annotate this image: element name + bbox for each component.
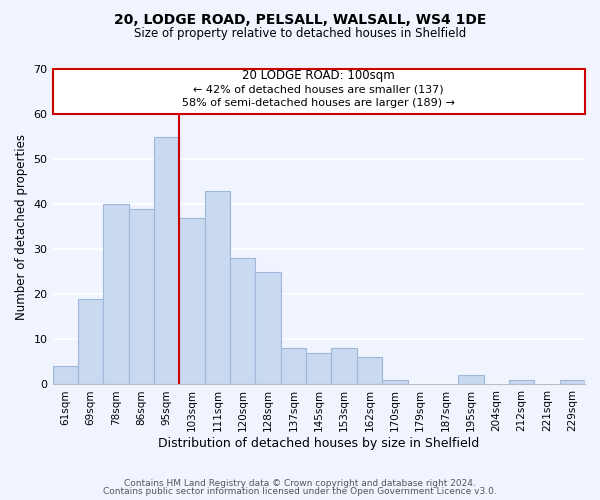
Text: 20 LODGE ROAD: 100sqm: 20 LODGE ROAD: 100sqm — [242, 70, 395, 82]
Text: Size of property relative to detached houses in Shelfield: Size of property relative to detached ho… — [134, 28, 466, 40]
Bar — [357, 358, 382, 384]
Bar — [458, 376, 484, 384]
Bar — [331, 348, 357, 384]
Bar — [128, 208, 154, 384]
Bar — [256, 272, 281, 384]
Bar — [205, 190, 230, 384]
Y-axis label: Number of detached properties: Number of detached properties — [15, 134, 28, 320]
Bar — [306, 353, 331, 384]
Bar — [78, 299, 103, 384]
FancyBboxPatch shape — [53, 69, 585, 114]
Bar — [509, 380, 534, 384]
Bar — [53, 366, 78, 384]
Bar — [154, 136, 179, 384]
Text: ← 42% of detached houses are smaller (137): ← 42% of detached houses are smaller (13… — [193, 84, 444, 94]
Text: 20, LODGE ROAD, PELSALL, WALSALL, WS4 1DE: 20, LODGE ROAD, PELSALL, WALSALL, WS4 1D… — [114, 12, 486, 26]
Bar — [281, 348, 306, 384]
Bar — [103, 204, 128, 384]
Bar — [560, 380, 585, 384]
Text: 58% of semi-detached houses are larger (189) →: 58% of semi-detached houses are larger (… — [182, 98, 455, 108]
Text: Contains public sector information licensed under the Open Government Licence v3: Contains public sector information licen… — [103, 487, 497, 496]
Bar — [382, 380, 407, 384]
Text: Contains HM Land Registry data © Crown copyright and database right 2024.: Contains HM Land Registry data © Crown c… — [124, 478, 476, 488]
Bar — [230, 258, 256, 384]
Bar — [179, 218, 205, 384]
X-axis label: Distribution of detached houses by size in Shelfield: Distribution of detached houses by size … — [158, 437, 479, 450]
